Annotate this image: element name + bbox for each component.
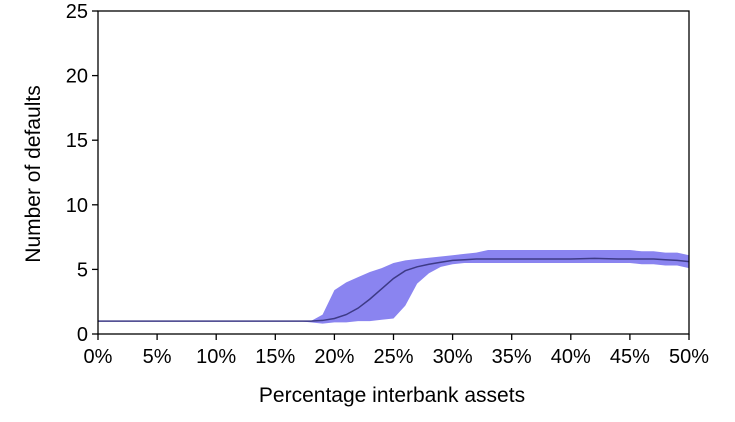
y-tick-label: 0 (77, 324, 88, 346)
x-tick-label: 5% (143, 346, 172, 368)
x-tick-label: 15% (255, 346, 295, 368)
x-tick-label: 10% (196, 346, 236, 368)
y-tick-label: 10 (66, 195, 88, 217)
y-tick-label: 25 (66, 1, 88, 23)
x-tick-label: 20% (314, 346, 354, 368)
x-tick-label: 0% (84, 346, 113, 368)
x-tick-label: 40% (551, 346, 591, 368)
plot-area (98, 250, 690, 324)
x-tick-label: 50% (669, 346, 709, 368)
x-tick-label: 45% (610, 346, 650, 368)
y-tick-label: 15 (66, 130, 88, 152)
y-axis-label: Number of defaults (22, 85, 45, 262)
range-band (98, 250, 689, 324)
axes: 0 5 10 15 20 25 0% 5% 10% 15% 20% 25% 30% 35% 40% 45% 50… (66, 1, 709, 368)
mean-line (98, 257, 690, 322)
x-tick-label: 35% (492, 346, 532, 368)
x-axis-label: Percentage interbank assets (259, 384, 525, 407)
x-tick-label: 25% (373, 346, 413, 368)
y-tick-label: 5 (77, 259, 88, 281)
y-tick-label: 20 (66, 66, 88, 88)
x-tick-label: 30% (433, 346, 473, 368)
